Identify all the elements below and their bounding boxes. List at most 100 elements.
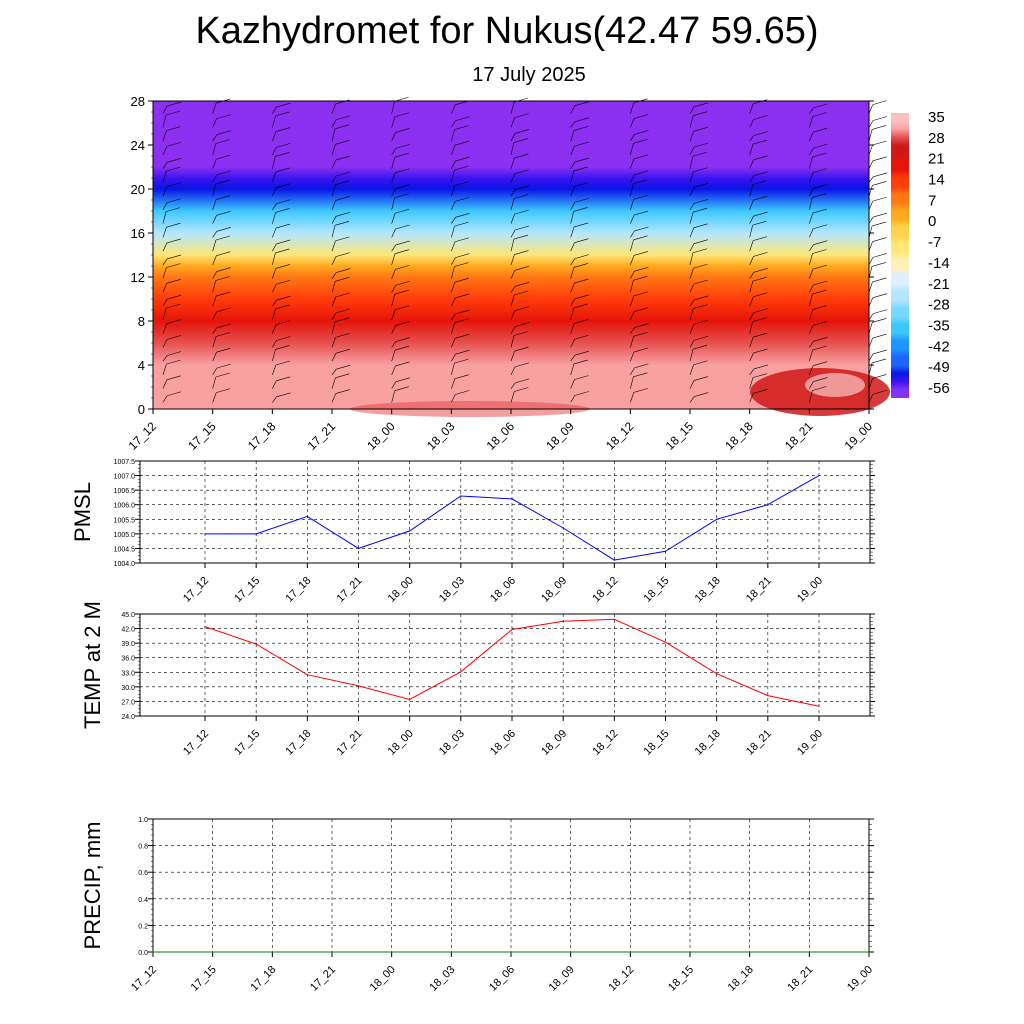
wind-barb-flag	[812, 193, 827, 198]
wind-barb	[630, 195, 648, 210]
wind-barb-flag	[872, 237, 887, 242]
x-tick-label: 17_15	[232, 575, 262, 605]
wind-barb-flag	[215, 372, 230, 378]
wind-barb-staff	[391, 381, 397, 389]
data-point	[808, 951, 810, 953]
wind-barb-staff	[809, 381, 814, 389]
wind-barb-flag	[216, 347, 231, 353]
wind-barb	[510, 266, 529, 279]
x-tick-label: 18_12	[603, 419, 637, 453]
wind-barb-staff	[749, 215, 754, 224]
data-point	[357, 685, 360, 687]
wind-barb-flag	[455, 349, 470, 355]
wind-barb-flag	[753, 211, 768, 217]
wind-barb	[212, 139, 230, 155]
wind-barb-flag	[872, 140, 887, 146]
y-axis-title: PRECIP, mm	[80, 822, 105, 950]
colorbar-label: -56	[928, 380, 950, 397]
chart-subtitle: 17 July 2025	[472, 64, 586, 86]
wind-barb-staff	[331, 240, 336, 252]
wind-barb	[510, 113, 529, 128]
wind-barb	[749, 99, 768, 114]
wind-barb-staff	[809, 188, 814, 197]
wind-barb	[451, 390, 470, 403]
wind-barb	[868, 140, 887, 156]
wind-barb-staff	[749, 337, 754, 348]
wind-barb	[510, 169, 529, 183]
wind-barb	[331, 171, 351, 183]
plot-frame	[139, 460, 871, 564]
y-tick-label: 0.4	[138, 897, 148, 904]
wind-barb-flag	[215, 332, 231, 337]
wind-barb-flag	[693, 111, 708, 116]
x-tick-label: 18_21	[744, 728, 774, 758]
wind-barb-staff	[272, 156, 276, 169]
wind-barb-staff	[212, 239, 217, 252]
wind-barb-flag	[633, 276, 648, 281]
temperature-field	[153, 101, 869, 409]
wind-barb	[272, 102, 291, 114]
wind-barb-staff	[391, 157, 396, 169]
wind-barb-staff	[331, 321, 336, 334]
x-tick-label: 18_15	[666, 964, 696, 994]
wind-barb-flag	[216, 154, 231, 160]
colorbar-label: 35	[928, 109, 945, 126]
wind-barb-flag	[335, 155, 350, 161]
wind-barb	[391, 305, 410, 320]
wind-barb-flag	[633, 372, 648, 378]
wind-barb-staff	[570, 267, 575, 279]
x-tick-label: 18_18	[722, 419, 756, 453]
wind-barb	[868, 100, 887, 114]
wind-barb-staff	[391, 132, 396, 142]
wind-barb-staff	[868, 104, 874, 114]
wind-barb-staff	[689, 396, 695, 403]
wind-barb	[570, 157, 589, 169]
wind-barb-flag	[514, 346, 529, 352]
colorbar-label: -14	[928, 255, 950, 272]
cross-section-panel: 0 4 8 12 16 20 24 28 17_12 17_15 17_18 17_21 18_00 18…	[126, 94, 890, 453]
wind-barb-flag	[336, 171, 351, 177]
wind-barb	[331, 317, 350, 334]
wind-barb-staff	[212, 231, 218, 238]
x-tick-label: 18_15	[642, 728, 672, 758]
wind-barb	[162, 142, 181, 156]
wind-barb	[570, 126, 589, 142]
wind-barb-staff	[212, 367, 218, 376]
wind-barb-flag	[335, 212, 351, 217]
wind-barb	[162, 351, 182, 362]
wind-barb-flag	[275, 111, 290, 117]
wind-barb-flag	[216, 388, 231, 393]
wind-barb-flag	[694, 199, 709, 204]
wind-barb-flag	[395, 128, 410, 133]
wind-barb-flag	[872, 196, 887, 202]
wind-barb-flag	[166, 198, 182, 203]
wind-barb-staff	[451, 120, 456, 128]
wind-barb-flag	[276, 239, 291, 245]
wind-barb-flag	[812, 168, 828, 173]
wind-barb-flag	[633, 388, 648, 393]
wind-barb-flag	[166, 238, 181, 244]
data-point	[664, 550, 667, 552]
pmsl-panel: 1004.0 1004.5 1005.0 1005.5 1006.0 1006.5 1007…	[70, 459, 875, 605]
wind-barb	[689, 392, 709, 403]
wind-barb-staff	[451, 201, 456, 211]
wind-barb-staff	[809, 365, 814, 376]
wind-barb-flag	[515, 378, 530, 384]
data-point	[818, 705, 820, 707]
wind-barb	[510, 331, 529, 348]
wind-barb-flag	[872, 125, 887, 130]
wind-barb-staff	[749, 296, 754, 307]
wind-barb	[272, 127, 291, 142]
wind-barb-flag	[166, 142, 181, 147]
wind-barb	[272, 320, 291, 334]
y-tick-label: 0.0	[138, 950, 148, 957]
wind-barb-staff	[510, 391, 515, 403]
wind-barb	[162, 263, 181, 279]
wind-barb	[331, 292, 350, 307]
wind-barb-staff	[689, 156, 694, 169]
x-tick-label: 19_00	[842, 419, 876, 453]
wind-barb	[689, 360, 708, 375]
x-tick-label: 17_18	[248, 964, 278, 994]
wind-barb-staff	[510, 198, 515, 210]
y-tick-label: 39.0	[121, 641, 135, 648]
